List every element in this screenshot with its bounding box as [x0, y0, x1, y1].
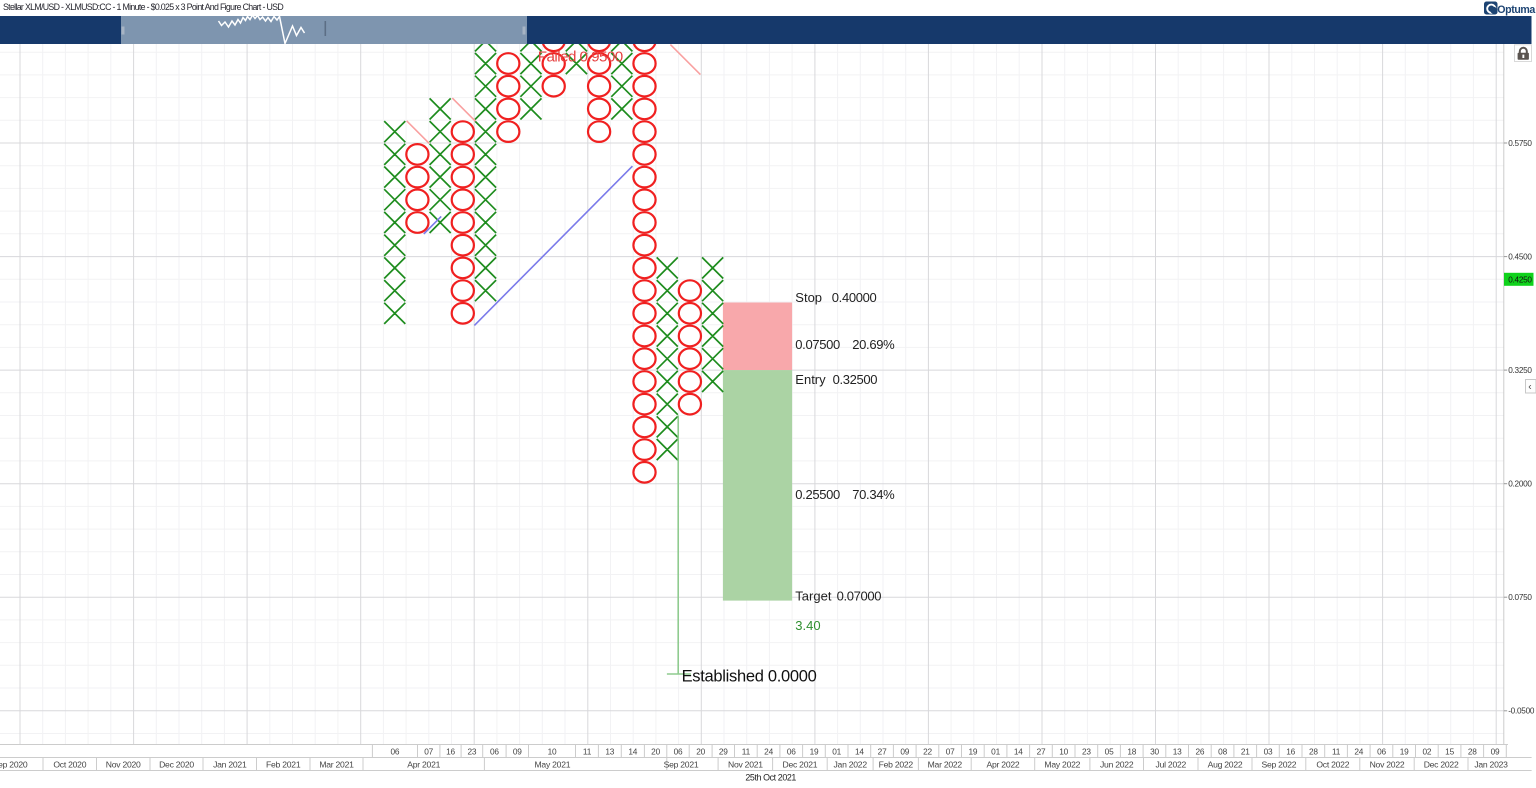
svg-text:27: 27 [878, 746, 887, 756]
svg-text:0.40000: 0.40000 [832, 290, 877, 305]
svg-text:01: 01 [991, 746, 1000, 756]
svg-text:09: 09 [1491, 746, 1500, 756]
svg-text:3.40: 3.40 [795, 618, 820, 633]
svg-text:Nov 2021: Nov 2021 [728, 759, 763, 769]
svg-text:20: 20 [696, 746, 705, 756]
svg-text:Jan 2023: Jan 2023 [1474, 759, 1508, 769]
svg-text:25th Oct 2021: 25th Oct 2021 [745, 772, 796, 782]
svg-text:70.34%: 70.34% [852, 487, 895, 502]
svg-text:Jan 2022: Jan 2022 [834, 759, 868, 769]
svg-text:06: 06 [787, 746, 796, 756]
svg-text:11: 11 [742, 746, 751, 756]
svg-text:Jun 2022: Jun 2022 [1100, 759, 1134, 769]
svg-text:‹: ‹ [1528, 382, 1531, 393]
svg-text:13: 13 [605, 746, 614, 756]
svg-text:0.07500: 0.07500 [795, 337, 840, 352]
svg-text:06: 06 [1377, 746, 1386, 756]
svg-text:03: 03 [1264, 746, 1273, 756]
svg-text:0.5750: 0.5750 [1508, 139, 1532, 148]
svg-text:0.0750: 0.0750 [1508, 593, 1532, 602]
svg-text:09: 09 [900, 746, 909, 756]
svg-text:19: 19 [810, 746, 819, 756]
svg-text:Apr 2022: Apr 2022 [987, 759, 1020, 769]
svg-text:15: 15 [1445, 746, 1454, 756]
svg-text:07: 07 [424, 746, 433, 756]
svg-text:0.4250: 0.4250 [1508, 276, 1532, 285]
svg-text:Jul 2022: Jul 2022 [1156, 759, 1187, 769]
svg-text:08: 08 [1218, 746, 1227, 756]
svg-text:0.2000: 0.2000 [1508, 480, 1532, 489]
svg-text:Nov 2020: Nov 2020 [106, 759, 141, 769]
svg-text:21: 21 [1241, 746, 1250, 756]
svg-text:18: 18 [1127, 746, 1136, 756]
svg-text:06: 06 [490, 746, 499, 756]
svg-text:Mar 2022: Mar 2022 [928, 759, 963, 769]
svg-text:22: 22 [923, 746, 932, 756]
svg-text:Failed 0.9500: Failed 0.9500 [538, 49, 623, 66]
svg-text:24: 24 [764, 746, 773, 756]
svg-text:16: 16 [446, 746, 455, 756]
svg-text:Established 0.0000: Established 0.0000 [682, 668, 817, 686]
svg-text:Apr 2021: Apr 2021 [407, 759, 440, 769]
svg-text:28: 28 [1468, 746, 1477, 756]
svg-text:Jan 2021: Jan 2021 [213, 759, 247, 769]
svg-text:Stellar XLM/USD - XLMUSD:CC -: Stellar XLM/USD - XLMUSD:CC - 1 Minute -… [3, 2, 283, 12]
svg-text:Optuma: Optuma [1497, 4, 1535, 16]
svg-text:07: 07 [946, 746, 955, 756]
svg-text:20: 20 [651, 746, 660, 756]
svg-text:May 2021: May 2021 [535, 759, 571, 769]
svg-text:19: 19 [968, 746, 977, 756]
svg-text:01: 01 [832, 746, 841, 756]
svg-text:Oct 2022: Oct 2022 [1316, 759, 1349, 769]
svg-text:0.32500: 0.32500 [833, 372, 878, 387]
svg-text:Sep 2020: Sep 2020 [0, 759, 28, 769]
svg-text:14: 14 [1014, 746, 1023, 756]
svg-text:Stop: Stop [795, 290, 822, 305]
svg-text:Feb 2021: Feb 2021 [266, 759, 301, 769]
svg-text:30: 30 [1150, 746, 1159, 756]
svg-text:24: 24 [1354, 746, 1363, 756]
svg-text:29: 29 [719, 746, 728, 756]
svg-text:Sep 2022: Sep 2022 [1262, 759, 1297, 769]
svg-text:11: 11 [1332, 746, 1341, 756]
svg-text:Target: Target [795, 589, 832, 604]
svg-text:13: 13 [1173, 746, 1182, 756]
svg-text:02: 02 [1422, 746, 1431, 756]
svg-text:0.3250: 0.3250 [1508, 366, 1532, 375]
svg-text:Mar 2021: Mar 2021 [319, 759, 354, 769]
svg-text:06: 06 [674, 746, 683, 756]
svg-text:0.07000: 0.07000 [837, 589, 882, 604]
svg-text:19: 19 [1400, 746, 1409, 756]
svg-text:Dec 2022: Dec 2022 [1424, 759, 1459, 769]
svg-text:20.69%: 20.69% [852, 337, 895, 352]
svg-text:-0.0500: -0.0500 [1508, 707, 1535, 716]
svg-text:10: 10 [548, 746, 557, 756]
svg-text:06: 06 [390, 746, 399, 756]
svg-text:Aug 2022: Aug 2022 [1208, 759, 1243, 769]
svg-text:0.4500: 0.4500 [1508, 252, 1532, 261]
svg-text:Entry: Entry [795, 372, 826, 387]
svg-text:0.25500: 0.25500 [795, 487, 840, 502]
svg-text:Sep 2021: Sep 2021 [664, 759, 699, 769]
svg-text:14: 14 [628, 746, 637, 756]
svg-text:Dec 2021: Dec 2021 [783, 759, 818, 769]
svg-text:09: 09 [513, 746, 522, 756]
svg-text:26: 26 [1195, 746, 1204, 756]
svg-text:23: 23 [467, 746, 476, 756]
svg-text:16: 16 [1286, 746, 1295, 756]
svg-text:Nov 2022: Nov 2022 [1370, 759, 1405, 769]
svg-text:Oct 2020: Oct 2020 [53, 759, 86, 769]
svg-text:05: 05 [1105, 746, 1114, 756]
svg-text:Feb 2022: Feb 2022 [879, 759, 914, 769]
svg-text:27: 27 [1037, 746, 1046, 756]
svg-text:14: 14 [855, 746, 864, 756]
svg-text:11: 11 [583, 746, 592, 756]
svg-text:Dec 2020: Dec 2020 [159, 759, 194, 769]
svg-text:28: 28 [1309, 746, 1318, 756]
svg-text:May 2022: May 2022 [1044, 759, 1080, 769]
svg-text:23: 23 [1082, 746, 1091, 756]
svg-text:10: 10 [1059, 746, 1068, 756]
